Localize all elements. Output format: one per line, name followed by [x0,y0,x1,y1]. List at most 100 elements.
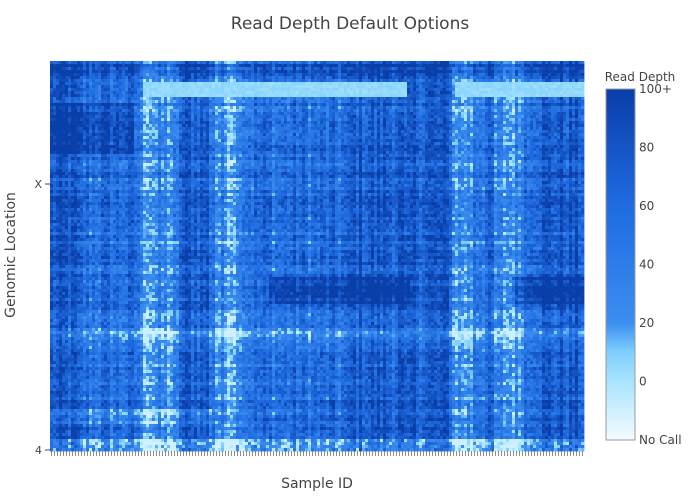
heatmap-cell [548,76,551,79]
heatmap-cell [422,79,425,82]
heatmap-cell [293,70,296,73]
heatmap-cell [257,85,260,88]
heatmap-cell [131,61,134,64]
heatmap-cell [77,82,80,85]
heatmap-cell [356,91,359,94]
heatmap-cell [542,70,545,73]
heatmap-cell [494,85,497,88]
heatmap-cell [332,67,335,70]
heatmap-cell [83,91,86,94]
heatmap-cell [398,88,401,91]
heatmap-cell [179,73,182,76]
heatmap-cell [416,88,419,91]
heatmap-cell [542,61,545,64]
heatmap-cell [110,79,113,82]
heatmap-cell [68,73,71,76]
heatmap-cell [278,85,281,88]
heatmap-cell [209,70,212,73]
heatmap-cell [233,61,236,64]
heatmap-cell [566,73,569,76]
heatmap-cell [500,61,503,64]
heatmap-cell [251,61,254,64]
heatmap-cell [332,73,335,76]
heatmap-cell [236,88,239,91]
heatmap-cell [509,73,512,76]
heatmap-cell [518,76,521,79]
heatmap-cell [188,79,191,82]
heatmap-cell [500,79,503,82]
heatmap-cell [533,88,536,91]
heatmap-cell [122,91,125,94]
heatmap-cell [107,88,110,91]
heatmap-cell [56,76,59,79]
heatmap-cell [161,70,164,73]
heatmap-cell [233,82,236,85]
heatmap-cell [431,73,434,76]
heatmap-cell [530,67,533,70]
heatmap-cell [92,82,95,85]
heatmap-cell [122,64,125,67]
heatmap-cell [485,64,488,67]
heatmap-cell [170,61,173,64]
heatmap-cell [209,73,212,76]
heatmap-cell [542,76,545,79]
heatmap-cell [539,88,542,91]
heatmap-cell [527,70,530,73]
heatmap-cell [182,85,185,88]
heatmap-cell [551,82,554,85]
heatmap-cell [257,91,260,94]
heatmap-cell [299,88,302,91]
heatmap-cell [353,67,356,70]
heatmap-cell [71,67,74,70]
heatmap-cell [320,91,323,94]
heatmap-cell [152,73,155,76]
heatmap-cell [326,82,329,85]
heatmap-cell [548,67,551,70]
heatmap-cell [359,85,362,88]
heatmap-cell [578,85,581,88]
heatmap-cell [53,67,56,70]
heatmap-cell [302,61,305,64]
heatmap-cell [113,73,116,76]
heatmap-cell [362,91,365,94]
heatmap-cell [116,76,119,79]
heatmap-cell [542,85,545,88]
heatmap-cell [293,82,296,85]
heatmap-cell [317,82,320,85]
heatmap-cell [242,82,245,85]
heatmap-cell [359,73,362,76]
heatmap-cell [281,76,284,79]
heatmap-cell [56,79,59,82]
heatmap-cell [362,79,365,82]
heatmap-cell [146,73,149,76]
heatmap-cell [176,67,179,70]
heatmap-cell [257,76,260,79]
heatmap-cell [539,91,542,94]
heatmap-cell [536,88,539,91]
heatmap-cell [236,82,239,85]
heatmap-cell [239,82,242,85]
heatmap-cell [275,61,278,64]
heatmap-cell [551,61,554,64]
heatmap-cell [482,70,485,73]
heatmap-cell [338,82,341,85]
heatmap-cell [476,79,479,82]
heatmap-cell [83,61,86,64]
heatmap-cell [323,79,326,82]
heatmap-cell [92,85,95,88]
heatmap-cell [311,85,314,88]
heatmap-cell [413,73,416,76]
heatmap-cell [413,82,416,85]
heatmap-cell [476,67,479,70]
heatmap-cell [89,82,92,85]
heatmap-cell [341,73,344,76]
heatmap-cell [383,82,386,85]
heatmap-cell [77,64,80,67]
heatmap-cell [515,70,518,73]
heatmap-cell [152,91,155,94]
heatmap-cell [206,91,209,94]
heatmap-cell [278,73,281,76]
heatmap-cell [350,76,353,79]
heatmap-cell [536,79,539,82]
heatmap-cell [248,73,251,76]
